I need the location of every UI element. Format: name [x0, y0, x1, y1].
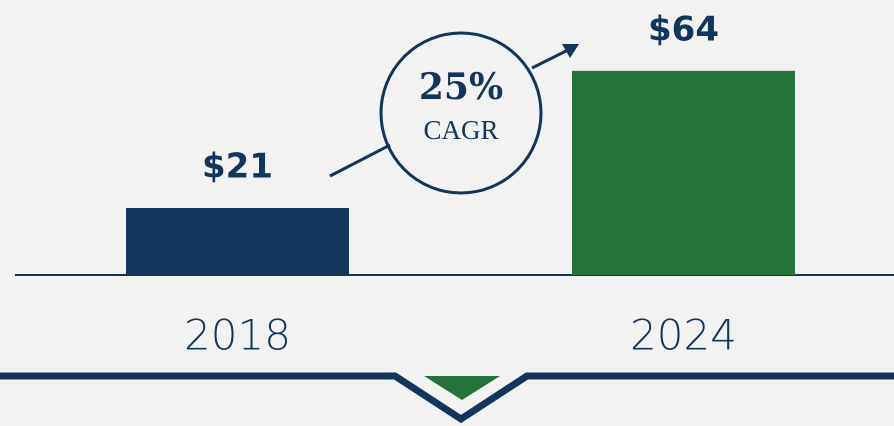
cagr-label: CAGR	[423, 115, 498, 145]
cagr-line	[329, 143, 391, 178]
cagr-circle	[379, 31, 543, 195]
value-label: $21	[202, 147, 273, 187]
down-marker	[424, 376, 500, 400]
arrow-head	[562, 44, 579, 58]
category-label: 2018	[184, 311, 291, 360]
cagr-value: 25%	[419, 66, 503, 108]
value-label: $64	[648, 9, 719, 49]
cagr-arrow	[531, 48, 569, 70]
bar	[126, 208, 349, 275]
divider	[0, 372, 894, 424]
bar	[572, 70, 795, 275]
category-label: 2024	[630, 311, 737, 360]
